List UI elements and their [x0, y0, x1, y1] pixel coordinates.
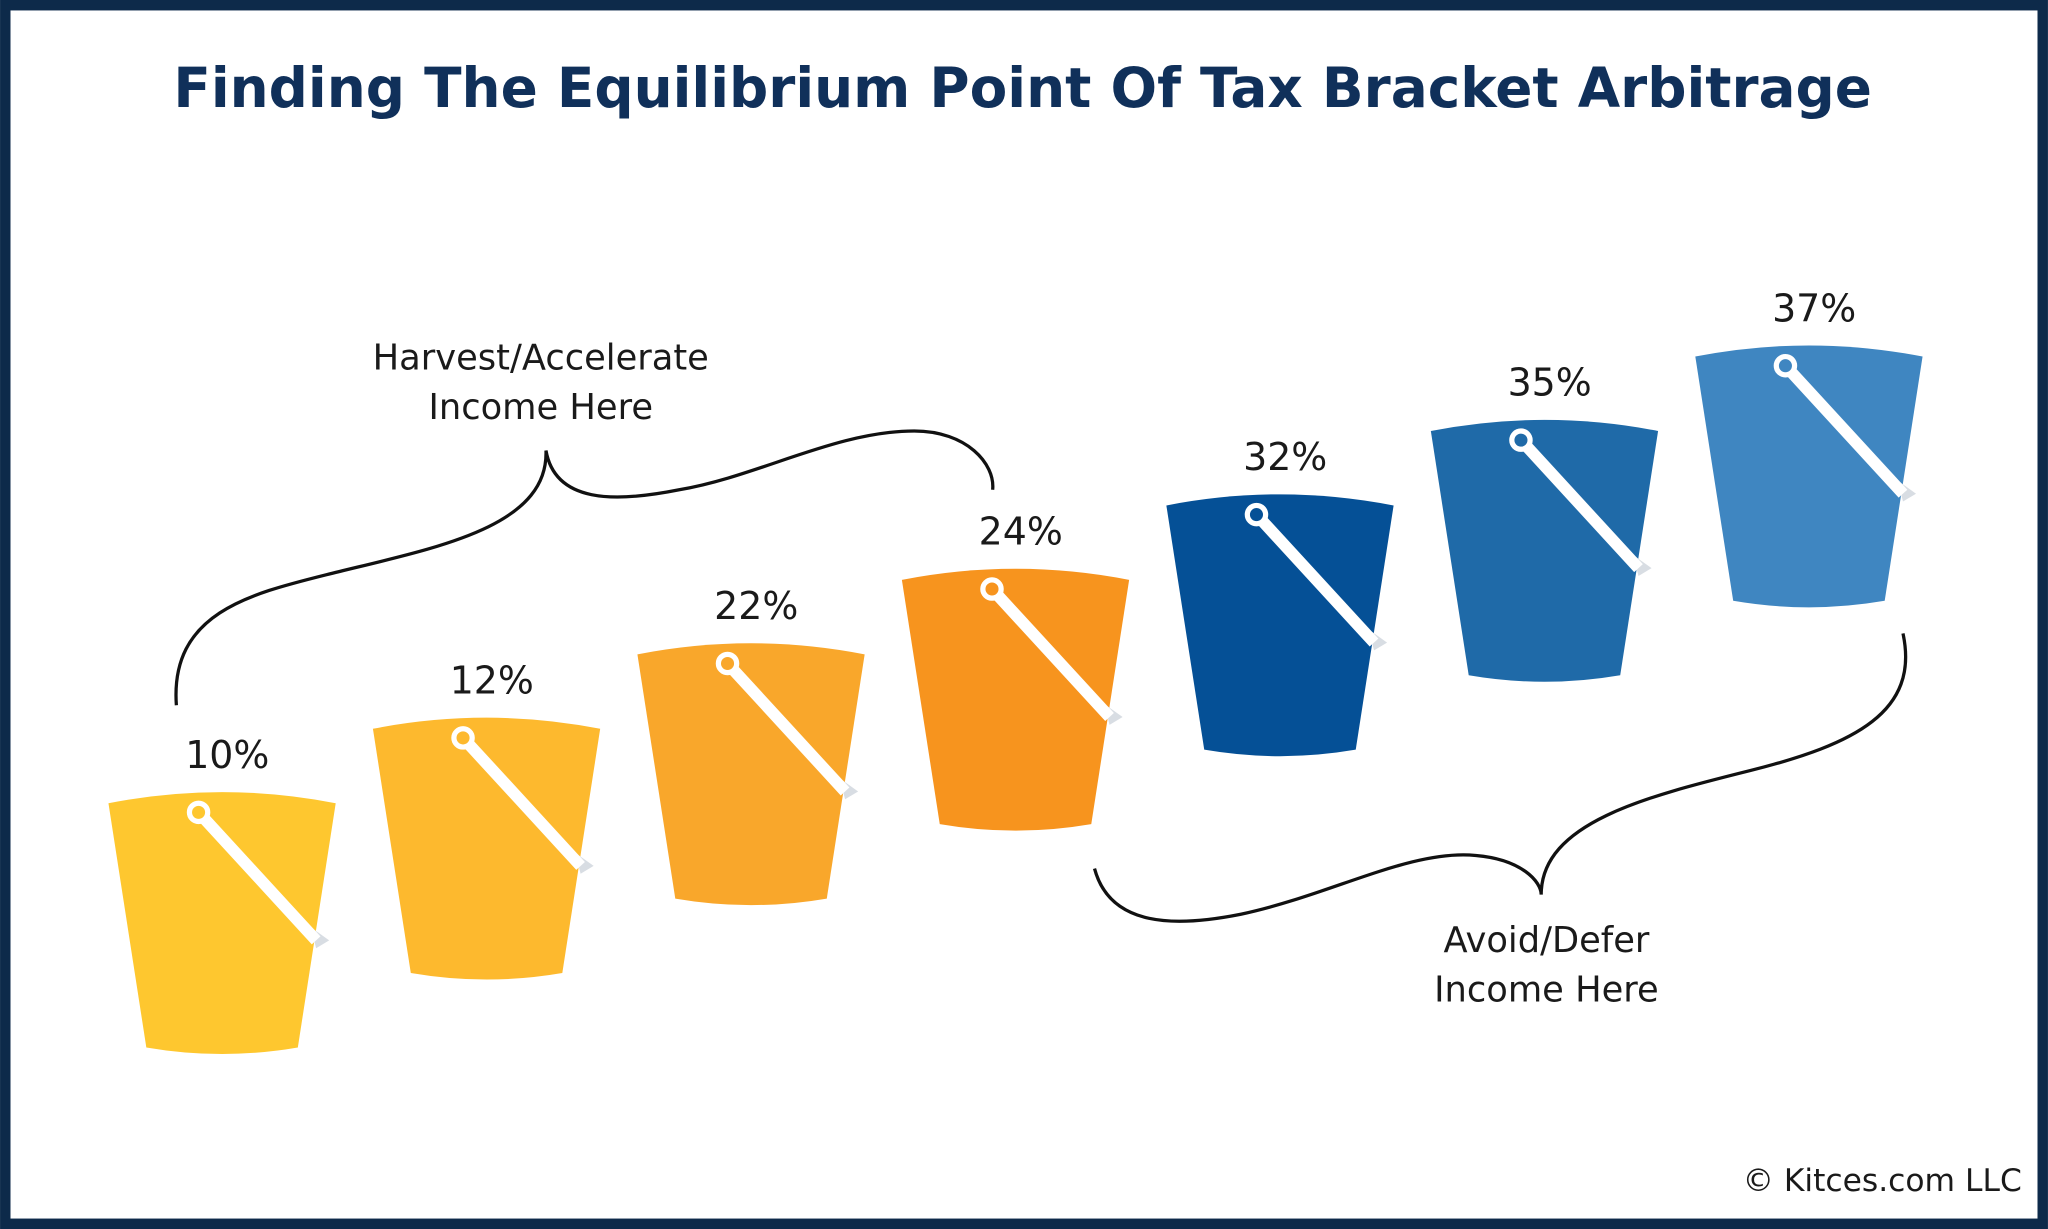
bracket-label: 32% — [1243, 435, 1327, 479]
defer-brace — [1092, 633, 1908, 923]
bucket — [901, 568, 1130, 831]
bucket-handle — [458, 733, 585, 870]
bucket — [108, 792, 336, 1054]
defer-note-line: Income Here — [1434, 970, 1659, 1011]
bucket-handle — [723, 659, 850, 796]
bucket — [1166, 494, 1394, 757]
bracket-label: 12% — [450, 659, 534, 703]
handle-ring — [715, 651, 740, 676]
bucket-handle — [1516, 436, 1643, 573]
bracket-label: 22% — [714, 584, 798, 628]
bracket-label: 24% — [979, 510, 1063, 554]
buckets: 10% 12% 22% 24% 32% 35% 37% — [108, 286, 1923, 1054]
handle-ring — [1509, 428, 1533, 452]
handle-ring — [186, 800, 211, 825]
bucket — [372, 717, 601, 980]
bucket-handle — [1252, 510, 1379, 647]
defer-note-line: Avoid/Defer — [1443, 920, 1649, 961]
bracket-label: 35% — [1508, 361, 1592, 405]
handle-ring — [1244, 502, 1269, 527]
harvest-note-line: Income Here — [429, 387, 654, 428]
bucket — [1695, 345, 1923, 608]
harvest-brace — [174, 429, 995, 706]
copyright: © Kitces.com LLC — [1743, 1163, 2022, 1199]
bucket-handle — [1781, 361, 1908, 498]
bucket-handle — [987, 585, 1114, 722]
handle-ring — [980, 577, 1004, 601]
bucket-handle — [194, 808, 321, 945]
bucket — [1430, 419, 1659, 682]
bracket-label: 37% — [1772, 286, 1856, 330]
bracket-label: 10% — [185, 733, 269, 777]
handle-ring — [451, 726, 475, 750]
bucket — [637, 643, 865, 906]
handle-ring — [1773, 353, 1798, 378]
title: Finding The Equilibrium Point Of Tax Bra… — [173, 56, 1872, 120]
harvest-note-line: Harvest/Accelerate — [373, 338, 709, 379]
